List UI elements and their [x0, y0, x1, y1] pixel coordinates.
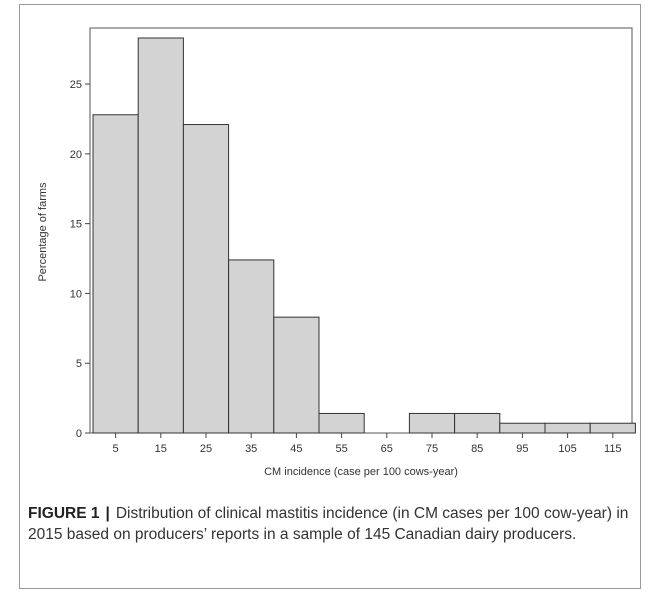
x-tick-label: 115 — [604, 443, 622, 455]
bar-45 — [273, 316, 320, 434]
x-tick-label: 15 — [155, 443, 167, 455]
bar-75 — [408, 412, 456, 434]
bar-15 — [137, 37, 184, 434]
bar-95 — [499, 422, 546, 434]
y-tick-label: 15 — [70, 219, 82, 231]
y-tick-label: 10 — [70, 288, 82, 300]
bar-5 — [92, 114, 139, 434]
y-tick-label: 20 — [70, 149, 82, 161]
caption-label: FIGURE 1 — [28, 505, 100, 522]
x-tick-label: 55 — [335, 443, 347, 455]
caption-separator: | — [105, 505, 110, 522]
x-tick-label: 75 — [426, 443, 438, 455]
x-tick-label: 35 — [245, 443, 257, 455]
x-tick-label: 45 — [290, 443, 302, 455]
y-tick-label: 25 — [70, 79, 82, 91]
x-axis-label: CM incidence (case per 100 cows-year) — [264, 466, 458, 478]
x-tick-label: 85 — [471, 443, 483, 455]
x-tick-label: 65 — [381, 443, 393, 455]
histogram-chart: 0 5 10 15 20 25 5 15 25 35 45 55 65 75 85 95 105 115 Per… — [37, 27, 636, 478]
bar-55 — [318, 412, 365, 434]
x-tick-label: 105 — [558, 443, 576, 455]
y-axis-label: Percentage of farms — [37, 182, 49, 282]
bar-85 — [454, 412, 501, 434]
bars-group — [92, 37, 636, 434]
bar-115 — [589, 422, 636, 434]
y-tick-label: 5 — [76, 358, 82, 370]
y-axis: 0 5 10 15 20 25 — [70, 79, 90, 440]
y-tick-label: 0 — [76, 428, 82, 440]
bar-25 — [182, 124, 230, 434]
x-tick-label: 5 — [113, 443, 119, 455]
x-tick-label: 95 — [516, 443, 528, 455]
bar-35 — [228, 259, 275, 434]
x-tick-label: 25 — [200, 443, 212, 455]
caption-text: Distribution of clinical mastitis incide… — [28, 505, 629, 543]
figure-caption: FIGURE 1 | Distribution of clinical mastit… — [28, 503, 634, 545]
x-axis: 5 15 25 35 45 55 65 75 85 95 105 115 — [113, 433, 622, 455]
bar-105 — [544, 422, 591, 434]
